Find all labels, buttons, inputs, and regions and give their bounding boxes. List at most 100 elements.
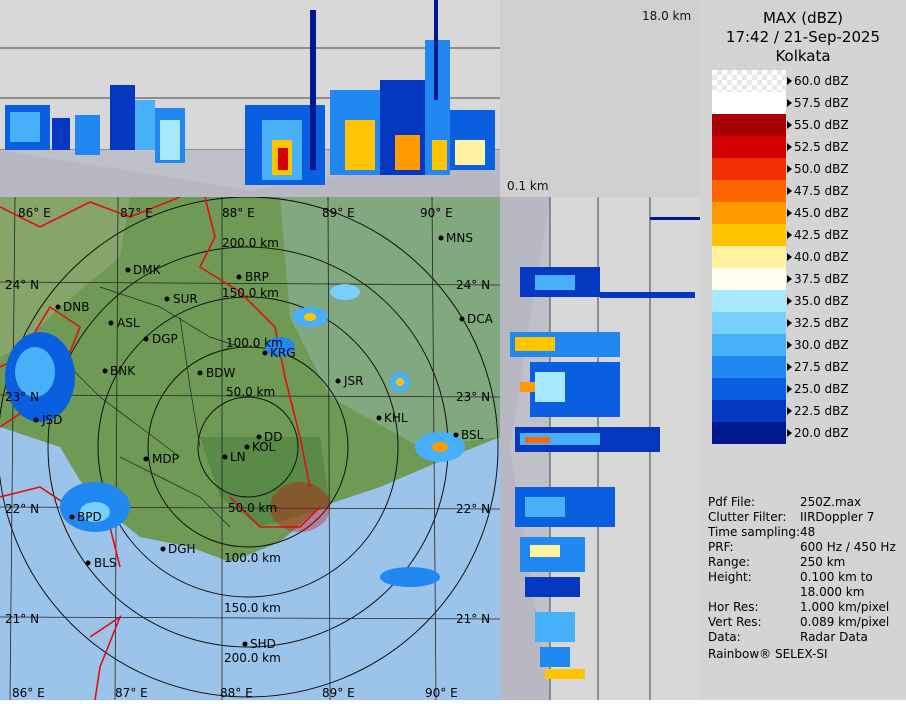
radar-map-svg[interactable]: 86° E 87° E 88° E 89° E 90° E 86° E 87° … xyxy=(0,197,500,700)
info-value: 250 km xyxy=(800,555,846,569)
longitude-labels-top: 86° E 87° E 88° E 89° E 90° E xyxy=(18,206,453,220)
legend-tick-icon xyxy=(787,165,792,173)
software-footer: Rainbow® SELEX-SI xyxy=(708,647,828,661)
legend-row: 60.0 dBZ xyxy=(700,70,906,92)
top-profile-svg xyxy=(0,0,500,197)
info-key: Vert Res: xyxy=(708,615,762,629)
city-label: BPD xyxy=(77,510,102,524)
info-value: 0.089 km/pixel xyxy=(800,615,890,629)
datetime: 17:42 / 21-Sep-2025 xyxy=(725,28,881,46)
info-key: Clutter Filter: xyxy=(708,510,787,524)
legend-tick-icon xyxy=(787,319,792,327)
city-label: SUR xyxy=(173,292,198,306)
legend-tick-icon xyxy=(787,385,792,393)
right-vertical-profile xyxy=(500,197,700,700)
lon-label: 89° E xyxy=(322,206,355,220)
legend-label: 30.0 dBZ xyxy=(794,338,849,352)
city-label: LN xyxy=(230,450,246,464)
legend-tick-icon xyxy=(787,253,792,261)
lon-label-bottom: 89° E xyxy=(322,686,355,700)
legend-row: 42.5 dBZ xyxy=(700,224,906,246)
reflectivity-echoes xyxy=(5,284,465,587)
city-label: DMK xyxy=(133,263,162,277)
legend-tick-icon xyxy=(787,121,792,129)
legend-swatch xyxy=(712,312,786,334)
lon-label-bottom: 86° E xyxy=(12,686,45,700)
legend-swatch xyxy=(712,202,786,224)
city-markers: MNS DMK BRP DNB SUR ASL DGP DCA KRG BNK … xyxy=(33,231,494,651)
legend-swatch xyxy=(712,70,786,92)
legend-tick-icon xyxy=(787,77,792,85)
city-label: BSL xyxy=(461,428,484,442)
legend-label: 60.0 dBZ xyxy=(794,74,849,88)
city-label: DGP xyxy=(152,332,178,346)
district-borders xyxy=(59,286,241,528)
lon-label-bottom: 90° E xyxy=(425,686,458,700)
legend-label: 27.5 dBZ xyxy=(794,360,849,374)
legend-label: 20.0 dBZ xyxy=(794,426,849,440)
legend-swatch xyxy=(712,400,786,422)
range-ring-label-bottom: 150.0 km xyxy=(224,601,281,615)
legend-swatch xyxy=(712,246,786,268)
lat-label: 24° N xyxy=(5,278,39,292)
legend-tick-icon xyxy=(787,429,792,437)
city-label: DD xyxy=(264,430,282,444)
legend-swatch xyxy=(712,334,786,356)
legend-tick-icon xyxy=(787,341,792,349)
range-ring-label: 100.0 km xyxy=(226,336,283,350)
legend-swatch xyxy=(712,268,786,290)
legend-row: 35.0 dBZ xyxy=(700,290,906,312)
legend-tick-icon xyxy=(787,99,792,107)
lon-label: 88° E xyxy=(222,206,255,220)
legend-tick-icon xyxy=(787,209,792,217)
legend-swatch xyxy=(712,224,786,246)
color-legend: 60.0 dBZ 57.5 dBZ 55.0 dBZ 52.5 dBZ 50.0 dBZ… xyxy=(700,70,906,470)
legend-swatch xyxy=(712,114,786,136)
radar-map[interactable]: 86° E 87° E 88° E 89° E 90° E 86° E 87° … xyxy=(0,197,500,700)
lat-label: 21° N xyxy=(5,612,39,626)
range-ring-label: 150.0 km xyxy=(222,286,279,300)
city-label: KHL xyxy=(384,411,408,425)
legend-label: 47.5 dBZ xyxy=(794,184,849,198)
legend-row: 30.0 dBZ xyxy=(700,334,906,356)
city-label: BNK xyxy=(110,364,136,378)
legend-label: 55.0 dBZ xyxy=(794,118,849,132)
legend-row: 20.0 dBZ xyxy=(700,422,906,444)
info-panel: MAX (dBZ) 17:42 / 21-Sep-2025 Kolkata 60… xyxy=(700,0,906,700)
info-key: Data: xyxy=(708,630,741,644)
legend-label: 42.5 dBZ xyxy=(794,228,849,242)
lat-label: 22° N xyxy=(5,502,39,516)
legend-swatch xyxy=(712,356,786,378)
legend-row: 32.5 dBZ xyxy=(700,312,906,334)
info-value: 600 Hz / 450 Hz xyxy=(800,540,896,554)
range-ring-label-bottom: 200.0 km xyxy=(224,651,281,665)
legend-swatch xyxy=(712,290,786,312)
city-label: MNS xyxy=(446,231,473,245)
lat-label-right: 22° N xyxy=(456,502,490,516)
right-profile-svg xyxy=(500,197,700,700)
city-label: BDW xyxy=(206,366,235,380)
city-label: KOL xyxy=(252,440,276,454)
range-ring-label-bottom: 50.0 km xyxy=(228,501,277,515)
legend-label: 35.0 dBZ xyxy=(794,294,849,308)
info-table: Pdf File: 250Z.max Clutter Filter: IIRDoppl… xyxy=(700,495,906,670)
info-key: Range: xyxy=(708,555,751,569)
legend-row: 52.5 dBZ xyxy=(700,136,906,158)
legend-swatch xyxy=(712,158,786,180)
legend-tick-icon xyxy=(787,143,792,151)
info-value: 1.000 km/pixel xyxy=(800,600,890,614)
legend-tick-icon xyxy=(787,187,792,195)
legend-swatch xyxy=(712,92,786,114)
legend-row: 47.5 dBZ xyxy=(700,180,906,202)
bottom-height-label: 0.1 km xyxy=(507,179,549,193)
range-ring-label-bottom: 100.0 km xyxy=(224,551,281,565)
legend-label: 50.0 dBZ xyxy=(794,162,849,176)
legend-row: 22.5 dBZ xyxy=(700,400,906,422)
legend-tick-icon xyxy=(787,231,792,239)
city-label: ASL xyxy=(117,316,140,330)
lon-label: 90° E xyxy=(420,206,453,220)
info-value: IIRDoppler 7 xyxy=(800,510,875,524)
info-key: Time sampling: xyxy=(708,525,801,539)
legend-label: 57.5 dBZ xyxy=(794,96,849,110)
range-ring-labels: 50.0 km 100.0 km 150.0 km 200.0 km 50.0 … xyxy=(222,236,283,665)
